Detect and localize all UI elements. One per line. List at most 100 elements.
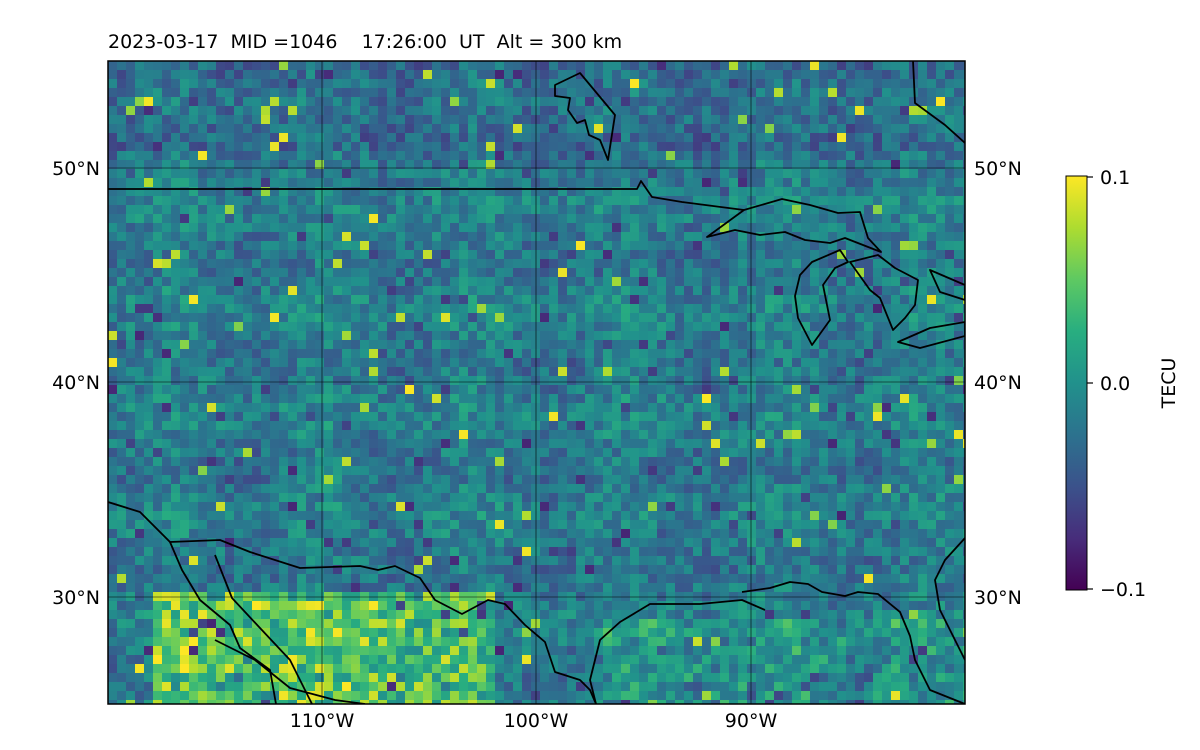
- heatmap-cell: [693, 223, 703, 233]
- heatmap-cell: [126, 259, 136, 269]
- heatmap-cell: [477, 403, 487, 413]
- heatmap-cell: [666, 61, 676, 71]
- heatmap-cell: [207, 349, 217, 359]
- heatmap-cell: [666, 70, 676, 80]
- heatmap-cell: [909, 511, 919, 521]
- heatmap-cell: [927, 331, 937, 341]
- heatmap-cell: [279, 304, 289, 314]
- heatmap-cell: [450, 439, 460, 449]
- heatmap-cell: [792, 331, 802, 341]
- heatmap-cell: [585, 313, 595, 323]
- heatmap-cell: [423, 466, 433, 476]
- heatmap-cell: [225, 304, 235, 314]
- heatmap-cell: [513, 178, 523, 188]
- heatmap-cell: [918, 232, 928, 242]
- heatmap-cell: [360, 358, 370, 368]
- heatmap-cell: [882, 304, 892, 314]
- heatmap-cell: [297, 277, 307, 287]
- heatmap-cell: [792, 205, 802, 215]
- heatmap-cell: [351, 106, 361, 116]
- heatmap-cell: [702, 124, 712, 134]
- heatmap-cell: [378, 322, 388, 332]
- heatmap-cell: [621, 376, 631, 386]
- heatmap-cell: [585, 484, 595, 494]
- heatmap-cell: [324, 412, 334, 422]
- heatmap-cell: [234, 169, 244, 179]
- heatmap-cell: [225, 187, 235, 197]
- heatmap-cell: [558, 403, 568, 413]
- heatmap-cell: [594, 385, 604, 395]
- heatmap-cell: [117, 214, 127, 224]
- heatmap-cell: [837, 88, 847, 98]
- heatmap-cell: [279, 259, 289, 269]
- heatmap-cell: [441, 88, 451, 98]
- heatmap-cell: [954, 313, 964, 323]
- heatmap-cell: [891, 169, 901, 179]
- heatmap-cell: [540, 448, 550, 458]
- heatmap-cell: [324, 277, 334, 287]
- heatmap-cell: [225, 178, 235, 188]
- heatmap-cell: [891, 178, 901, 188]
- heatmap-cell: [414, 133, 424, 143]
- heatmap-cell: [297, 79, 307, 89]
- heatmap-cell: [441, 277, 451, 287]
- heatmap-cell: [432, 169, 442, 179]
- heatmap-cell: [603, 367, 613, 377]
- heatmap-cell: [747, 358, 757, 368]
- heatmap-cell: [441, 70, 451, 80]
- heatmap-cell: [414, 349, 424, 359]
- heatmap-cell: [567, 502, 577, 512]
- heatmap-cell: [756, 178, 766, 188]
- heatmap-cell: [873, 394, 883, 404]
- heatmap-cell: [243, 304, 253, 314]
- heatmap-cell: [360, 250, 370, 260]
- heatmap-cell: [567, 484, 577, 494]
- heatmap-cell: [225, 286, 235, 296]
- heatmap-cell: [873, 421, 883, 431]
- heatmap-cell: [198, 403, 208, 413]
- heatmap-cell: [594, 484, 604, 494]
- heatmap-cell: [639, 412, 649, 422]
- heatmap-cell: [144, 385, 154, 395]
- heatmap-cell: [306, 232, 316, 242]
- heatmap-cell: [513, 511, 523, 521]
- heatmap-cell: [765, 493, 775, 503]
- heatmap-cell: [369, 502, 379, 512]
- heatmap-cell: [819, 358, 829, 368]
- heatmap-cell: [432, 466, 442, 476]
- heatmap-cell: [477, 232, 487, 242]
- heatmap-cell: [954, 223, 964, 233]
- heatmap-cell: [207, 475, 217, 485]
- heatmap-cell: [810, 457, 820, 467]
- heatmap-cell: [504, 430, 514, 440]
- heatmap-cell: [630, 502, 640, 512]
- heatmap-cell: [153, 322, 163, 332]
- heatmap-cell: [297, 466, 307, 476]
- heatmap-cell: [963, 160, 965, 170]
- heatmap-cell: [657, 385, 667, 395]
- heatmap-cell: [711, 151, 721, 161]
- heatmap-cell: [684, 313, 694, 323]
- heatmap-cell: [630, 196, 640, 206]
- heatmap-cell: [378, 250, 388, 260]
- heatmap-cell: [909, 106, 919, 116]
- heatmap-cell: [711, 376, 721, 386]
- heatmap-cell: [270, 520, 280, 530]
- heatmap-cell: [720, 457, 730, 467]
- heatmap-cell: [333, 439, 343, 449]
- heatmap-cell: [333, 358, 343, 368]
- heatmap-cell: [891, 259, 901, 269]
- heatmap-cell: [198, 250, 208, 260]
- heatmap-cell: [297, 493, 307, 503]
- heatmap-cell: [189, 61, 199, 71]
- heatmap-cell: [702, 457, 712, 467]
- heatmap-cell: [423, 358, 433, 368]
- heatmap-cell: [891, 430, 901, 440]
- heatmap-cell: [495, 79, 505, 89]
- heatmap-cell: [252, 70, 262, 80]
- heatmap-cell: [306, 214, 316, 224]
- heatmap-cell: [198, 385, 208, 395]
- heatmap-cell: [270, 277, 280, 287]
- heatmap-cell: [486, 205, 496, 215]
- heatmap-cell: [774, 79, 784, 89]
